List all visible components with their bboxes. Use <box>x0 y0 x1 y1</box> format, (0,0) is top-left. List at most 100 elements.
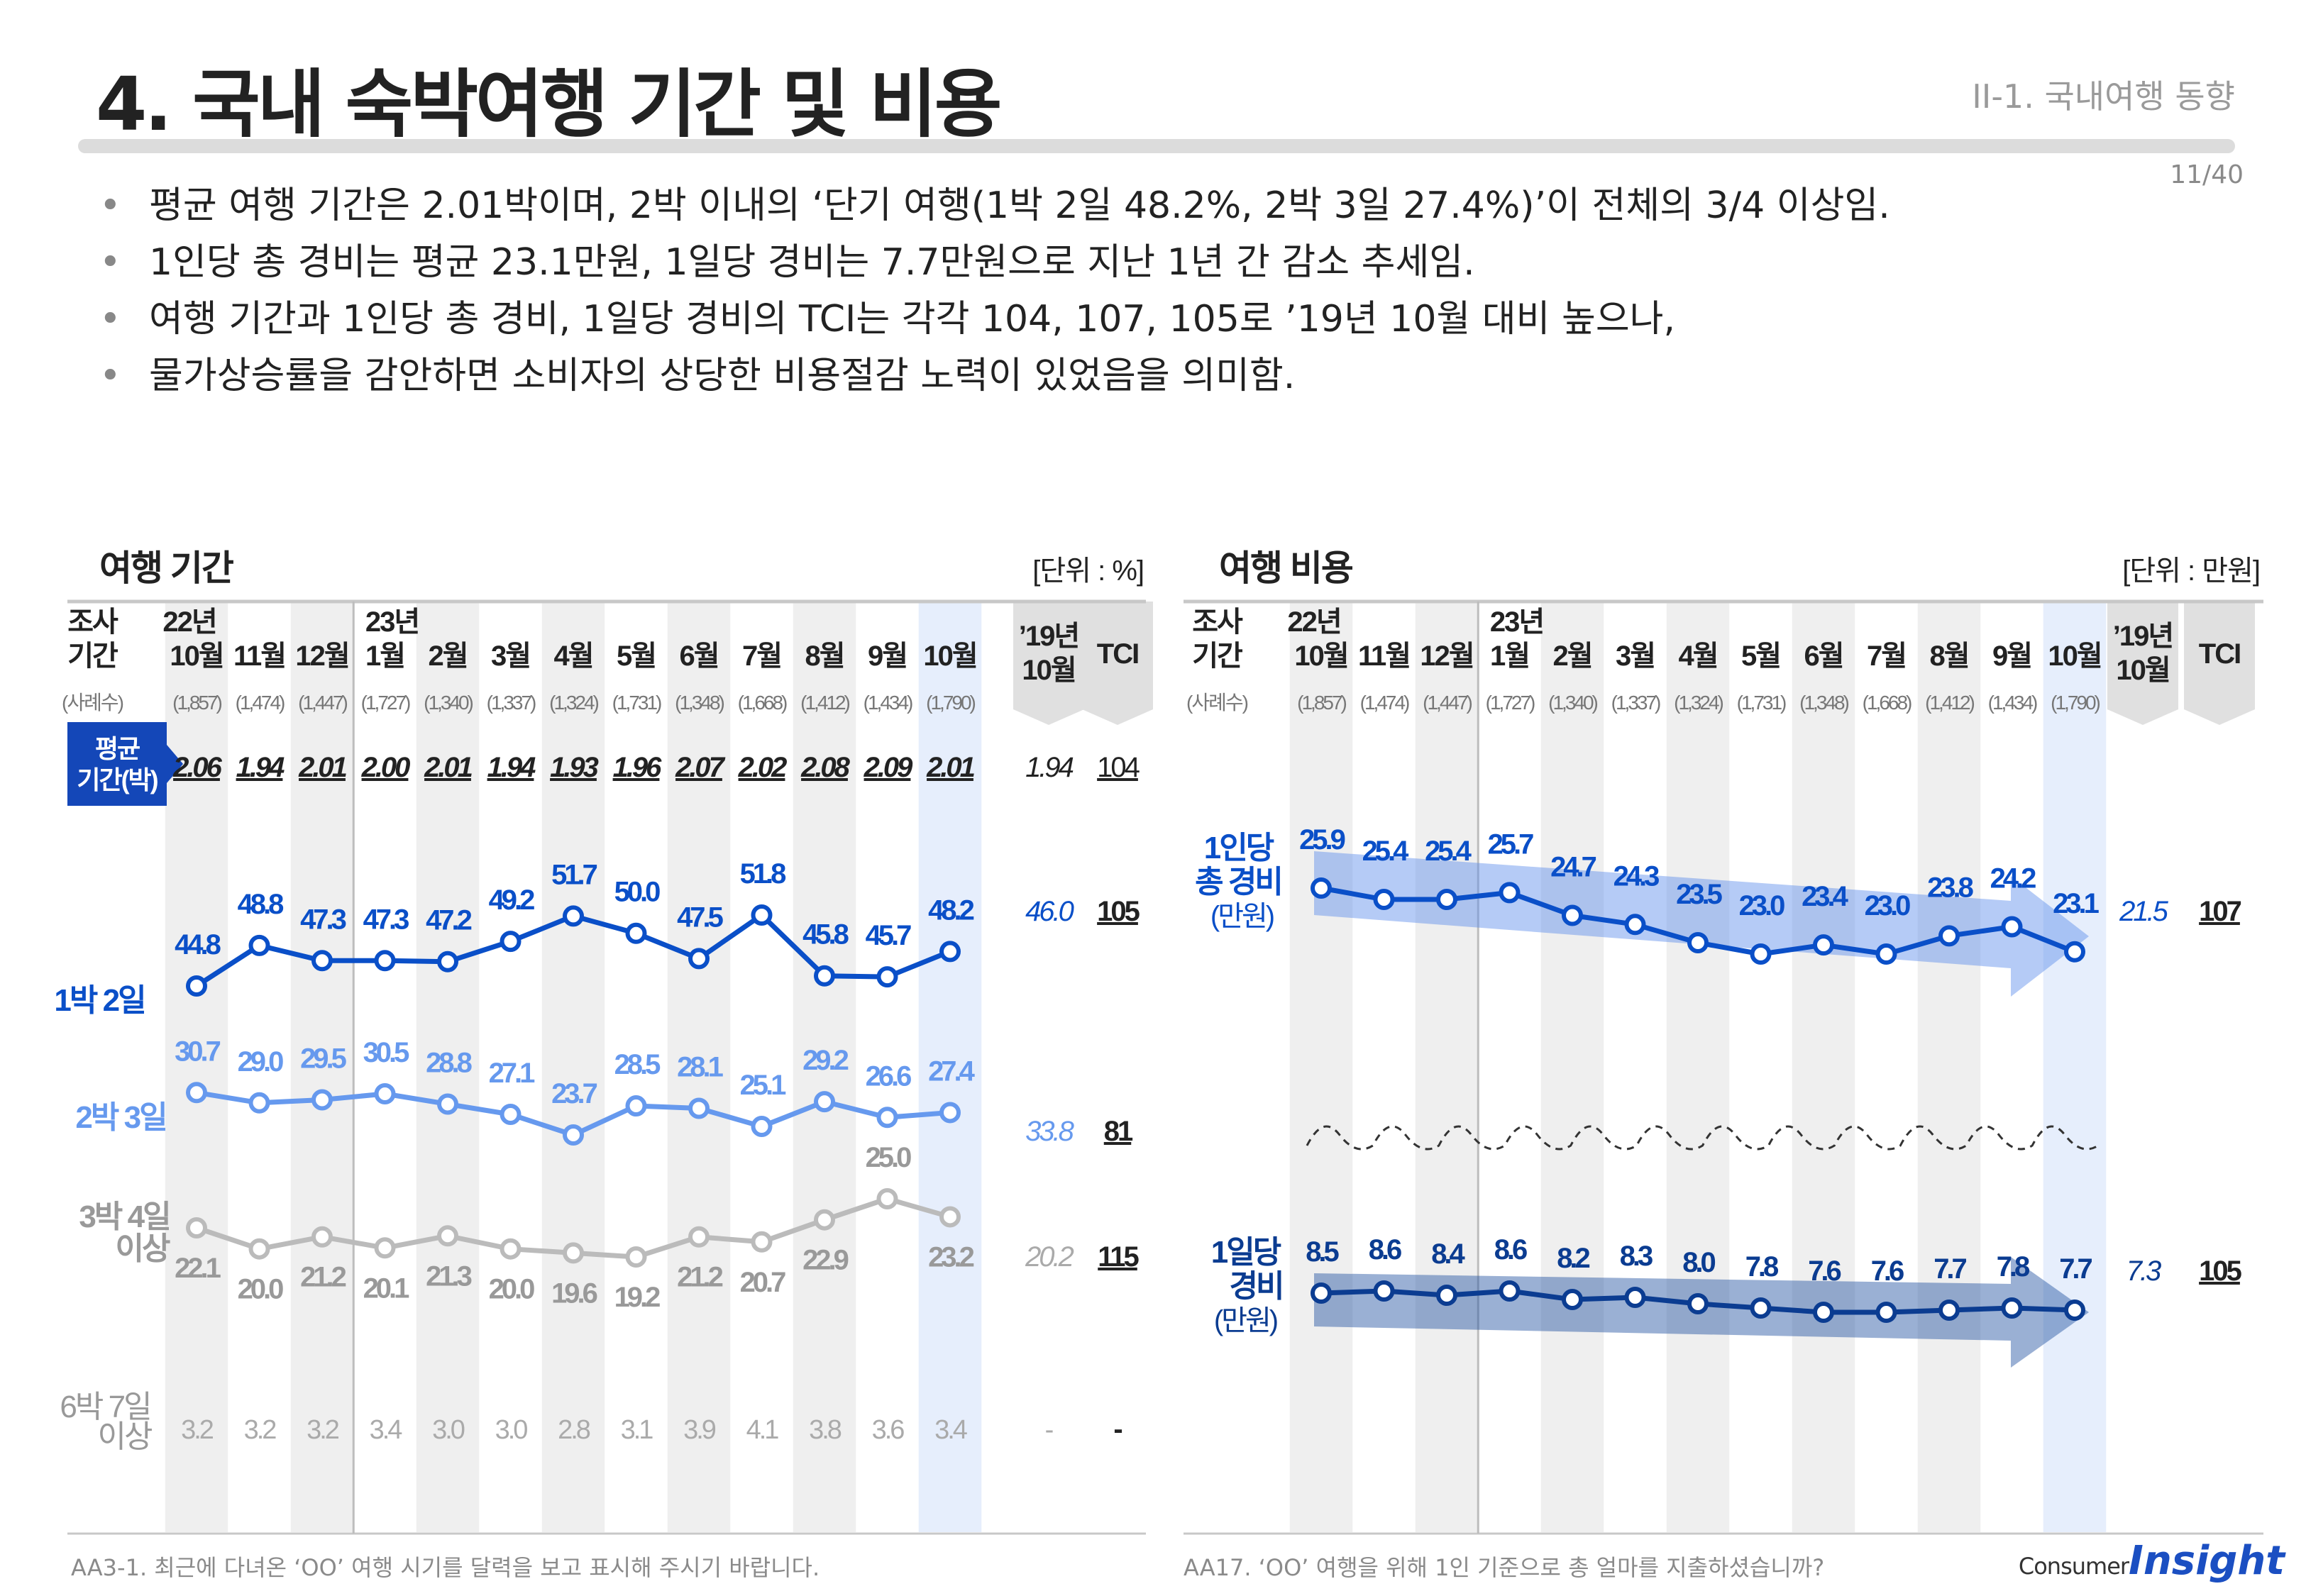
data-label: 25.0 <box>866 1142 912 1173</box>
data-label: 19.2 <box>614 1282 661 1313</box>
data-point <box>437 1093 458 1115</box>
data-point <box>500 1104 522 1125</box>
tci-value: 115 <box>1098 1241 1139 1273</box>
sample-size: (1,668) <box>738 692 787 714</box>
column-stripe <box>793 602 856 1532</box>
bullet-item: 여행 기간과 1인당 총 경비, 1일당 경비의 TCI는 각각 104, 10… <box>99 291 1890 348</box>
extra-row-value: 3.2 <box>307 1415 339 1445</box>
data-point <box>876 1107 898 1129</box>
sample-size: (1,434) <box>1988 692 2037 714</box>
data-point <box>500 931 522 953</box>
data-point <box>939 1102 961 1124</box>
extra-row-name: 6박 7일 <box>60 1390 150 1424</box>
data-point <box>625 1095 647 1117</box>
header-label: 기간 <box>1192 641 1243 672</box>
tci-header-box <box>2184 602 2255 725</box>
month-label: 7월 <box>742 641 781 672</box>
data-point <box>248 1092 270 1114</box>
data-label: 7.6 <box>1871 1256 1904 1287</box>
data-label: 8.5 <box>1306 1236 1339 1268</box>
sample-size: (1,348) <box>675 692 724 714</box>
tci-value: 107 <box>2199 896 2241 927</box>
data-point <box>2064 1299 2085 1321</box>
extra-row-ref: - <box>1045 1415 1053 1445</box>
current-month-highlight <box>918 602 982 1532</box>
data-point <box>939 1206 961 1228</box>
series-name: 이상 <box>116 1231 170 1266</box>
footnote-left: AA3-1. 최근에 다녀온 ‘OO’ 여행 시기를 달력을 보고 표시해 주시… <box>71 1554 820 1581</box>
extra-row-name: 이상 <box>98 1419 152 1454</box>
month-label: 3월 <box>491 641 530 672</box>
tci-header-box <box>1082 602 1153 725</box>
data-label: 29.0 <box>238 1046 284 1077</box>
column-stripe <box>1540 602 1604 1532</box>
data-label: 29.5 <box>300 1043 347 1075</box>
series-name: 1일당 <box>1211 1235 1281 1270</box>
footnote-right: AA17. ‘OO’ 여행을 위해 1인 기준으로 총 얼마를 지출하셨습니까? <box>1184 1554 1825 1581</box>
month-label: 10월 <box>170 641 223 672</box>
data-label: 8.4 <box>1431 1238 1465 1270</box>
month-label: 12월 <box>1420 641 1473 672</box>
month-label: 4월 <box>553 641 592 672</box>
data-label: 23.0 <box>1865 890 1911 921</box>
avg-value: 1.96 <box>613 752 663 783</box>
data-label: 8.0 <box>1682 1247 1715 1278</box>
data-point <box>563 1124 584 1146</box>
tci-value: 105 <box>1097 896 1140 927</box>
extra-row-value: 3.1 <box>621 1415 653 1445</box>
extra-row-value: 3.4 <box>370 1415 403 1445</box>
data-point <box>688 1226 710 1248</box>
data-label: 22.9 <box>802 1245 849 1276</box>
sample-size: (1,731) <box>612 692 661 714</box>
data-point <box>625 1246 647 1268</box>
data-point <box>1938 925 1960 947</box>
avg-value: 1.94 <box>236 752 285 783</box>
month-label: 10월 <box>923 641 976 672</box>
data-point <box>186 1217 207 1238</box>
year-label: 23년 <box>1490 606 1543 638</box>
data-label: 24.7 <box>1550 851 1596 882</box>
data-label: 25.9 <box>1299 824 1345 855</box>
extra-row-value: 3.0 <box>432 1415 465 1445</box>
summary-bullets: 평균 여행 기간은 2.01박이며, 2박 이내의 ‘단기 여행(1박 2일 4… <box>99 177 1890 404</box>
ref-header-box <box>1013 602 1084 725</box>
sample-size: (1,337) <box>487 692 536 714</box>
data-label: 47.3 <box>300 904 346 935</box>
data-point <box>1373 1280 1395 1302</box>
data-label: 7.6 <box>1808 1256 1841 1287</box>
data-label: 23.2 <box>928 1241 974 1273</box>
data-label: 20.1 <box>363 1273 410 1304</box>
data-label: 30.7 <box>175 1036 221 1067</box>
data-label: 51.7 <box>551 859 597 890</box>
data-point <box>814 1209 835 1231</box>
column-stripe <box>1792 602 1855 1532</box>
data-label: 8.6 <box>1369 1234 1401 1265</box>
column-stripe <box>1666 602 1730 1532</box>
data-label: 23.5 <box>1676 879 1723 910</box>
data-label: 24.3 <box>1613 860 1660 892</box>
month-label: 7월 <box>1867 641 1906 672</box>
avg-value: 1.93 <box>550 752 599 783</box>
extra-row-value: 3.4 <box>934 1415 968 1445</box>
data-label: 19.6 <box>551 1278 597 1309</box>
series-name: 1인당 <box>1204 831 1274 865</box>
series-name: (만원) <box>1214 1305 1277 1336</box>
data-label: 8.6 <box>1494 1234 1527 1265</box>
data-point <box>1875 1302 1897 1323</box>
data-label: 45.7 <box>866 920 912 951</box>
data-label: 20.0 <box>238 1274 284 1305</box>
series-name: 총 경비 <box>1195 865 1281 899</box>
column-stripe <box>1415 602 1479 1532</box>
header-label: 조사 <box>67 606 118 638</box>
month-label: 10월 <box>2048 641 2101 672</box>
extra-row-value: 3.2 <box>244 1415 277 1445</box>
data-label: 26.6 <box>866 1060 912 1092</box>
data-label: 47.2 <box>426 905 472 936</box>
data-point <box>1499 1280 1521 1302</box>
data-label: 21.3 <box>426 1260 472 1292</box>
data-label: 47.5 <box>677 902 724 933</box>
ref-value: 33.8 <box>1025 1116 1075 1147</box>
data-point <box>1687 931 1709 953</box>
avg-value: 2.08 <box>800 752 851 783</box>
sample-size: (1,434) <box>864 692 912 714</box>
